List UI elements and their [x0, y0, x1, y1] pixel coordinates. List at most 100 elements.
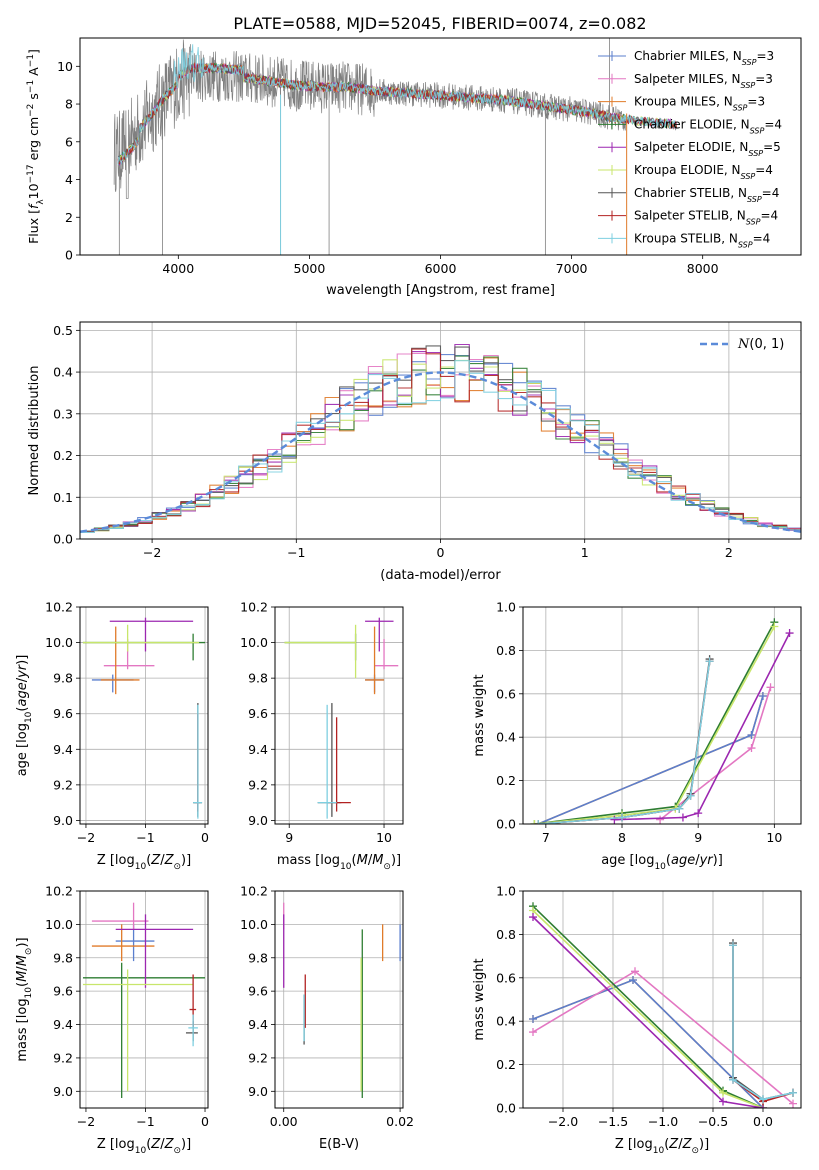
- label-part: (: [146, 853, 151, 868]
- axes-age-vs-mass: 9 10 9.0 9.2 9.4 9.6 9.8 10.0 10.2: [240, 600, 403, 845]
- y-tick-label: 4: [65, 172, 73, 187]
- weight-marker: [610, 815, 619, 824]
- spectrum-data-line: [113, 39, 627, 199]
- axes-mass-vs-ebv: 0.00 0.02 9.0 9.2 9.4 9.6 9.8 10.0 10.2: [240, 884, 414, 1130]
- y-tick-label: 0.4: [53, 365, 73, 380]
- label-part: /: [160, 1137, 165, 1152]
- legend-nssp: 3: [757, 95, 765, 109]
- label-part: ⊙: [24, 948, 34, 956]
- weight-line: [732, 945, 794, 1101]
- x-tick-label: 8: [618, 830, 626, 845]
- weight-marker: [719, 1097, 727, 1106]
- label-part: /: [368, 853, 373, 868]
- label-part: Z: [150, 1137, 161, 1152]
- y-tick-label: 9.2: [53, 1050, 73, 1065]
- spectrum-lines: [113, 38, 677, 255]
- legend-model: Kroupa STELIB: [634, 231, 721, 245]
- plot-frame: [79, 606, 209, 825]
- x-tick-label: 2: [725, 545, 733, 560]
- x-tick-label: −0.5: [698, 1114, 728, 1129]
- y-axis-label: mass weight: [472, 958, 487, 1040]
- x-tick-label: 4000: [162, 261, 194, 276]
- label-part: Z [log: [615, 1137, 653, 1152]
- x-tick-label: −2.0: [548, 1114, 578, 1129]
- errorbar-points: [82, 617, 206, 819]
- legend-sub: SSP: [747, 194, 762, 203]
- y-tick-label: 0.1: [53, 490, 73, 505]
- x-tick-label: 9: [285, 830, 293, 845]
- weight-line: [532, 979, 764, 1108]
- y-tick-label: 0.3: [53, 406, 73, 421]
- legend-model: Chabrier STELIB: [634, 186, 730, 200]
- weight-marker: [694, 809, 703, 818]
- label-part: (: [146, 1137, 151, 1152]
- legend-sub: SSP: [742, 58, 757, 67]
- legend-sep: , N: [732, 140, 749, 154]
- legend-eq: =: [760, 209, 770, 223]
- x-tick-label: 0: [201, 830, 209, 845]
- weight-line: [534, 621, 776, 824]
- label-part: /: [695, 853, 700, 868]
- label-part: )]: [713, 853, 723, 868]
- label-part: Z: [164, 853, 175, 868]
- weight-marker: [678, 813, 687, 822]
- weight-series: [529, 902, 797, 1108]
- legend-nssp: 3: [765, 72, 773, 86]
- label-part: Z: [150, 853, 161, 868]
- x-tick-label: 0.00: [270, 1114, 298, 1129]
- x-tick-label: −1.5: [598, 1114, 628, 1129]
- x-tick-label: −1: [136, 830, 154, 845]
- legend-model: Salpeter MILES: [634, 72, 724, 86]
- x-tick-label: 8000: [687, 261, 719, 276]
- x-tick-label: 1: [581, 545, 589, 560]
- label-part: (: [664, 1137, 669, 1152]
- axes-spectrum: 4000 5000 6000 7000 8000 0 2 4 6 8 10: [57, 59, 719, 276]
- weight-line: [532, 905, 764, 1108]
- x-tick-label: −2: [143, 545, 161, 560]
- legend-model: Kroupa ELODIE: [634, 163, 724, 177]
- y-tick-label: 0.6: [496, 970, 516, 985]
- legend-eq: =: [747, 95, 757, 109]
- x-axis-label: Z [log10(Z/Z⊙)]: [615, 1137, 709, 1156]
- label-part: yr: [699, 853, 715, 868]
- y-tick-label: 9.6: [53, 984, 73, 999]
- legend-model: Chabrier MILES: [634, 49, 725, 63]
- weight-line: [659, 687, 772, 821]
- x-axis-label: Z [log10(Z/Z⊙)]: [97, 853, 191, 872]
- weight-marker: [529, 913, 537, 922]
- label-part: )]: [391, 853, 401, 868]
- legend-sep: , N: [716, 95, 733, 109]
- label-part: 10: [26, 183, 41, 199]
- y-tick-label: 9.6: [248, 984, 268, 999]
- label-part: ⊙: [383, 862, 391, 872]
- x-tick-label: 9: [694, 830, 702, 845]
- y-tick-label: 9.0: [248, 813, 268, 828]
- y-tick-label: 0.2: [53, 448, 73, 463]
- y-tick-label: 9.8: [248, 671, 268, 686]
- y-axis-label: mass weight: [472, 674, 487, 756]
- label-part: erg cm: [26, 117, 41, 165]
- axes-residuals: −2 −1 0 1 2 0.0 0.1 0.2 0.3 0.4 0.5: [53, 322, 801, 560]
- legend-sep: , N: [721, 231, 738, 245]
- weight-marker: [618, 813, 627, 822]
- y-tick-label: 0.2: [496, 1057, 516, 1072]
- label-part: (: [352, 853, 357, 868]
- axes-weight-vs-age: 7 8 9 10 0.0 0.2 0.4 0.6 0.8 1.0: [496, 600, 801, 845]
- y-tick-label: 1.0: [496, 600, 516, 615]
- legend-eq: =: [755, 72, 765, 86]
- label-part: yr: [15, 663, 30, 679]
- label-part: age [log: [601, 853, 654, 868]
- label-part: Z: [682, 1137, 693, 1152]
- plot-frame: [522, 890, 802, 1109]
- legend-sep: , N: [724, 72, 741, 86]
- x-tick-label: −2: [77, 1114, 95, 1129]
- x-tick-label: −1.0: [648, 1114, 678, 1129]
- label-part: −17: [26, 164, 36, 183]
- weight-marker: [686, 791, 695, 800]
- weight-marker: [766, 683, 775, 692]
- y-tick-label: 9.4: [248, 742, 268, 757]
- weight-marker: [770, 622, 779, 631]
- weight-marker: [631, 967, 639, 976]
- y-tick-label: 1.0: [496, 884, 516, 899]
- axes-weight-vs-Z: −2.0 −1.5 −1.0 −0.5 0.0 0.0 0.2 0.4 0.6 0.8 1.0: [496, 884, 801, 1129]
